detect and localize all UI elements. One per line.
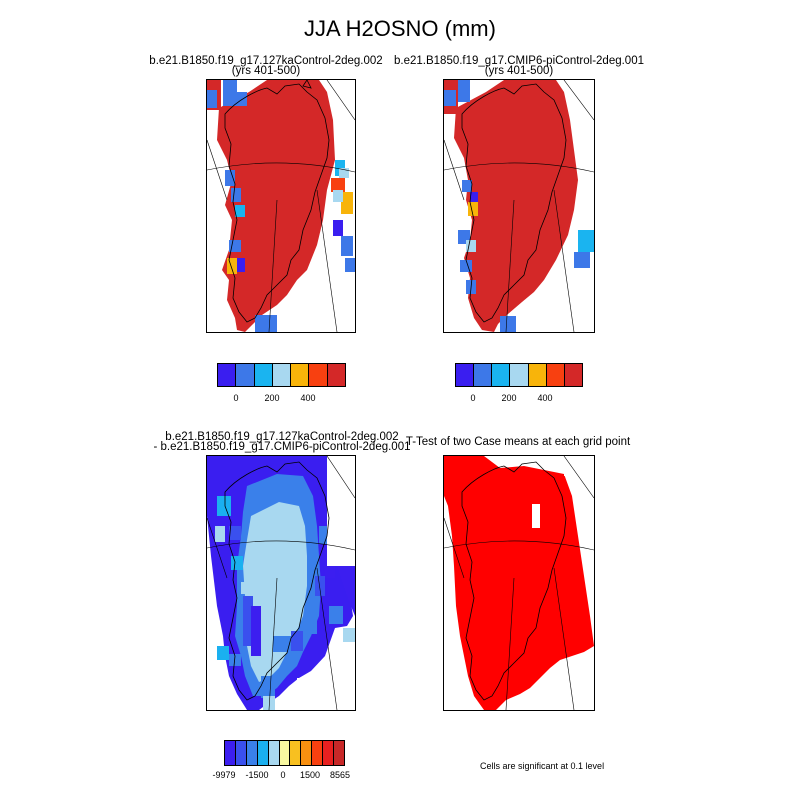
colorbar-127ka-swatch (327, 364, 345, 386)
panel-2-title-line2: (yrs 401-500) (484, 65, 554, 77)
colorbar-piControl (455, 363, 583, 387)
significance-note: Cells are significant at 0.1 level (480, 761, 605, 771)
colorbar-127ka-label: 0 (233, 393, 239, 403)
colorbar-127ka-label: 400 (300, 393, 316, 403)
colorbar-difference-swatch (301, 741, 313, 765)
graticule (207, 80, 355, 332)
colorbar-piControl-swatch (546, 364, 565, 386)
colorbar-difference-swatch (235, 741, 247, 765)
colorbar-127ka-swatch (254, 364, 273, 386)
colorbar-piControl-label: 0 (470, 393, 476, 403)
colorbar-difference-swatch (225, 741, 236, 765)
colorbar-difference-label: 8565 (329, 770, 351, 780)
colorbar-127ka-swatch (272, 364, 292, 386)
map-panel-significance (443, 455, 595, 711)
colorbar-piControl-swatch (474, 364, 493, 386)
colorbar-difference-label: 1500 (299, 770, 321, 780)
colorbar-difference-label: -9979 (212, 770, 236, 780)
colorbar-difference-swatch (257, 741, 269, 765)
panel-1-title-line2: (yrs 401-500) (231, 65, 301, 77)
colorbar-127ka-label: 200 (264, 393, 280, 403)
graticule (207, 456, 355, 710)
panel-1-title-line1: b.e21.B1850.f19_g17.127kaControl-2deg.00… (149, 55, 383, 67)
colorbar-difference-label: -1500 (245, 770, 269, 780)
colorbar-difference-swatch (279, 741, 291, 765)
panel-4-title-line1: T-Test of two Case means at each grid po… (405, 436, 631, 448)
main-title: JJA H2OSNO (mm) (304, 16, 496, 41)
colorbar-127ka-swatch (236, 364, 255, 386)
gridcells (444, 456, 594, 710)
colorbar-difference-swatch (334, 741, 344, 765)
graticule (444, 456, 594, 710)
colorbar-piControl-swatch (528, 364, 547, 386)
coastline (461, 461, 567, 701)
map-panel-127ka (206, 79, 356, 333)
colorbar-127ka-swatch (291, 364, 310, 386)
gridcells (207, 456, 355, 710)
colorbar-127ka-swatch (218, 364, 237, 386)
map-panel-difference (206, 455, 356, 711)
colorbar-127ka-swatch (309, 364, 328, 386)
panel-2-title-line1: b.e21.B1850.f19_g17.CMIP6-piControl-2deg… (394, 55, 644, 67)
colorbar-difference-swatch (312, 741, 324, 765)
colorbar-piControl-swatch (456, 364, 475, 386)
colorbar-difference-swatch (290, 741, 302, 765)
gridcells (444, 80, 594, 332)
colorbar-difference-swatch (268, 741, 280, 765)
colorbar-piControl-label: 400 (537, 393, 553, 403)
colorbar-difference (224, 740, 345, 766)
coastline (461, 83, 567, 323)
colorbar-piControl-swatch (492, 364, 511, 386)
gridcells (207, 80, 355, 332)
colorbar-piControl-swatch (564, 364, 582, 386)
colorbar-difference-swatch (323, 741, 335, 765)
colorbar-piControl-label: 200 (501, 393, 517, 403)
colorbar-127ka (217, 363, 346, 387)
map-panel-piControl (443, 79, 595, 333)
colorbar-difference-swatch (246, 741, 258, 765)
colorbar-piControl-swatch (510, 364, 529, 386)
coastline (224, 461, 330, 701)
panel-3-title-line2: - b.e21.B1850.f19_g17.CMIP6-piControl-2d… (153, 441, 411, 453)
graticule (444, 80, 594, 332)
coastline (224, 80, 330, 323)
panel-3-title-line1: b.e21.B1850.f19_g17.127kaControl-2deg.00… (165, 431, 399, 443)
colorbar-difference-label: 0 (280, 770, 286, 780)
